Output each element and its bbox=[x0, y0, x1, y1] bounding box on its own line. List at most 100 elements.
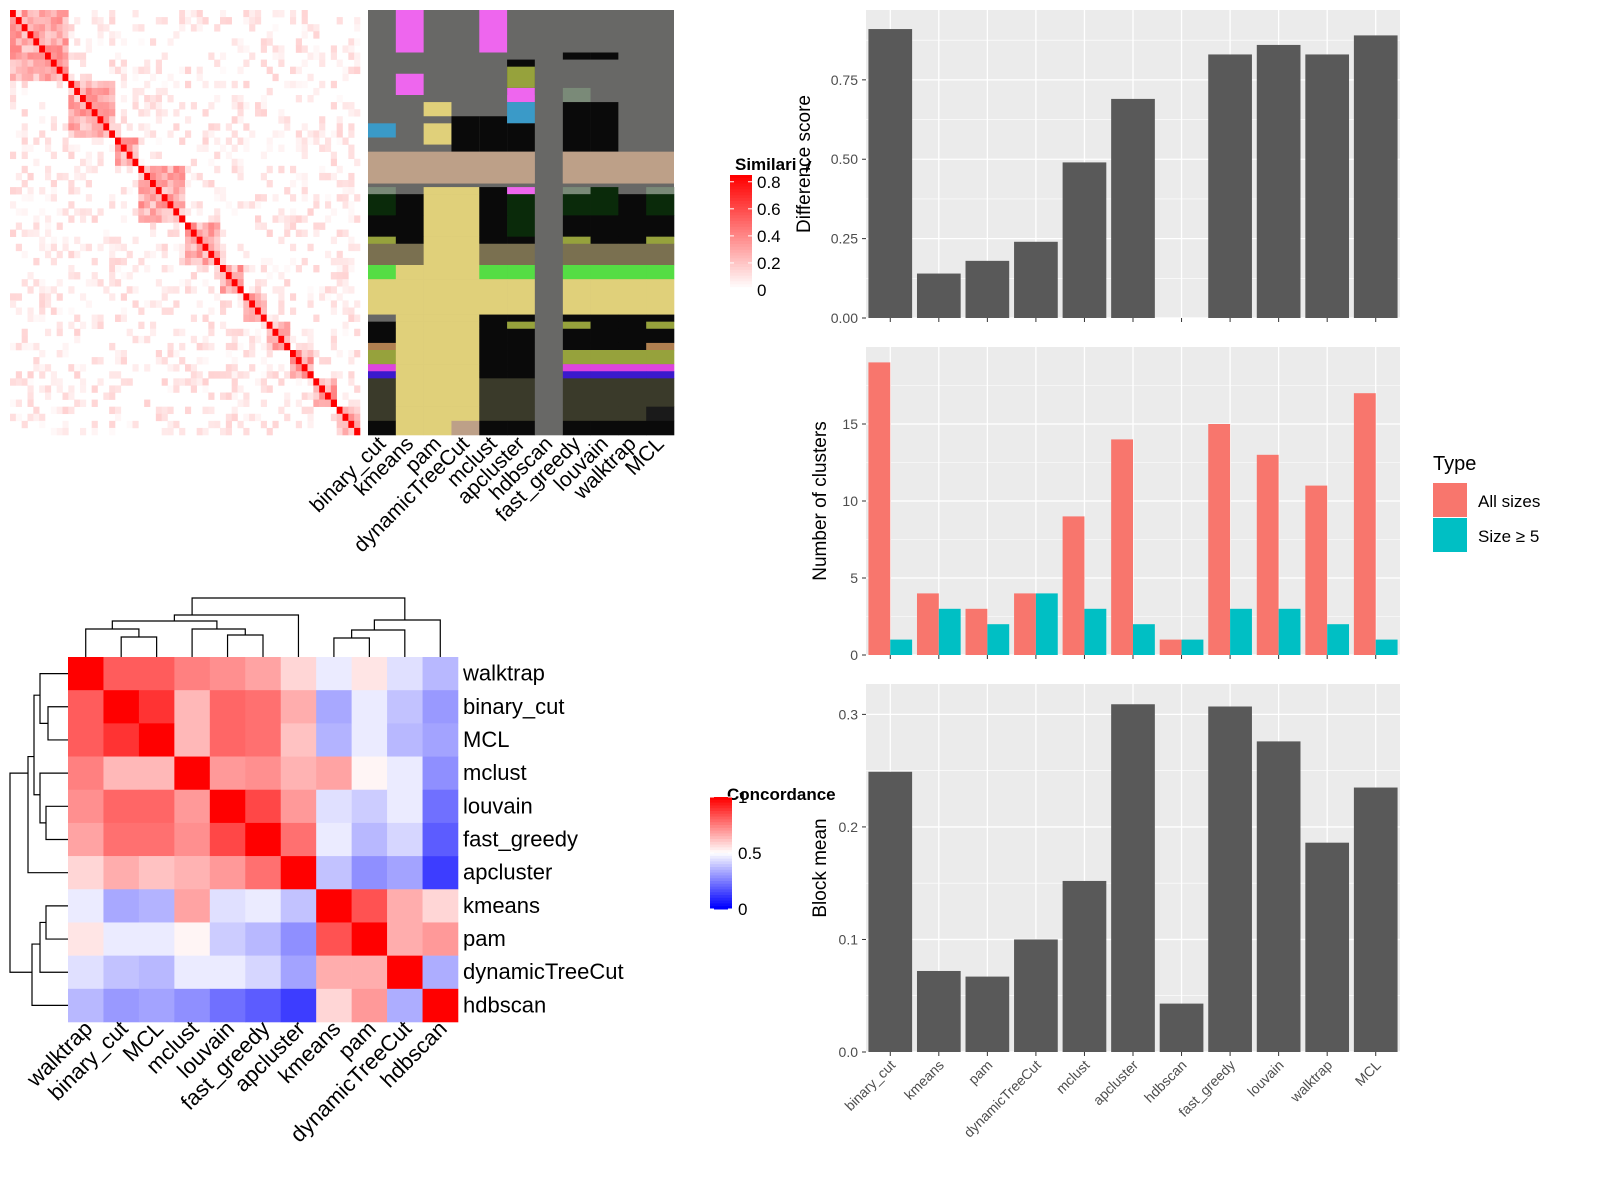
similarity-cell bbox=[354, 158, 361, 167]
similarity-cell bbox=[74, 144, 81, 152]
concordance-legend-swatch bbox=[710, 895, 732, 899]
similarity-cell bbox=[91, 87, 98, 96]
similarity-cell bbox=[138, 201, 145, 209]
similarity-cell bbox=[325, 250, 332, 259]
similarity-cell bbox=[301, 59, 308, 67]
similarity-cell bbox=[231, 80, 238, 89]
similarity-cell bbox=[202, 357, 209, 365]
membership-cell bbox=[368, 364, 397, 372]
concordance-cell bbox=[174, 822, 211, 857]
similarity-cell bbox=[336, 180, 343, 188]
bar bbox=[916, 273, 961, 318]
y-tick-label: 0.2 bbox=[839, 819, 859, 835]
similarity-cell bbox=[196, 201, 203, 209]
similarity-cell bbox=[243, 250, 250, 259]
similarity-cell bbox=[237, 172, 244, 181]
similarity-cell bbox=[354, 385, 361, 393]
similarity-cell bbox=[39, 420, 46, 429]
similarity-legend-swatch bbox=[730, 218, 752, 222]
y-tick-label: 0.75 bbox=[831, 72, 858, 88]
bar bbox=[890, 639, 913, 655]
similarity-cell bbox=[173, 222, 180, 230]
similarity-cell bbox=[33, 406, 40, 415]
concordance-cell bbox=[316, 789, 352, 824]
similarity-cell bbox=[348, 144, 355, 152]
similarity-cell bbox=[313, 194, 320, 202]
similarity-cell bbox=[208, 180, 215, 188]
membership-cell bbox=[562, 420, 591, 436]
similarity-cell bbox=[301, 392, 308, 400]
similarity-cell bbox=[97, 80, 104, 89]
similarity-legend-swatch bbox=[730, 200, 752, 205]
membership-cell bbox=[368, 279, 397, 315]
similarity-cell bbox=[348, 208, 355, 216]
membership-cell bbox=[395, 314, 424, 322]
similarity-cell bbox=[336, 95, 343, 103]
similarity-cell bbox=[325, 392, 332, 400]
membership-cell bbox=[590, 187, 619, 195]
similarity-cell bbox=[202, 314, 209, 322]
membership-cell bbox=[590, 342, 619, 351]
similarity-cell bbox=[295, 66, 302, 75]
similarity-cell bbox=[74, 116, 81, 124]
similarity-cell bbox=[103, 80, 110, 89]
similarity-cell bbox=[115, 265, 122, 273]
membership-cell bbox=[590, 406, 619, 422]
similarity-cell bbox=[278, 378, 285, 386]
similarity-cell bbox=[120, 243, 127, 252]
similarity-cell bbox=[109, 272, 116, 280]
concordance-cell bbox=[174, 955, 211, 990]
concordance-cell bbox=[103, 856, 140, 890]
similarity-cell bbox=[278, 342, 285, 351]
similarity-cell bbox=[15, 413, 22, 422]
concordance-legend-swatch bbox=[710, 797, 732, 801]
similarity-cell bbox=[196, 208, 203, 216]
similarity-cell bbox=[161, 80, 168, 89]
x-tick-label: apcluster bbox=[1090, 1057, 1142, 1109]
similarity-cell bbox=[214, 293, 221, 301]
similarity-cell bbox=[15, 45, 22, 53]
similarity-cell bbox=[15, 399, 22, 407]
similarity-cell bbox=[62, 31, 69, 39]
similarity-cell bbox=[33, 222, 40, 230]
concordance-cell bbox=[174, 756, 211, 791]
membership-cell bbox=[507, 187, 536, 195]
concordance-legend-swatch bbox=[710, 827, 732, 832]
similarity-cell bbox=[342, 420, 349, 429]
similarity-cell bbox=[301, 137, 308, 145]
similarity-cell bbox=[33, 137, 40, 145]
similarity-cell bbox=[307, 342, 314, 351]
similarity-cell bbox=[237, 102, 244, 110]
membership-cell bbox=[423, 243, 452, 266]
similarity-cell bbox=[155, 215, 162, 223]
similarity-cell bbox=[74, 165, 81, 174]
similarity-cell bbox=[295, 399, 302, 407]
similarity-cell bbox=[313, 222, 320, 230]
similarity-cell bbox=[220, 250, 227, 259]
similarity-cell bbox=[342, 279, 349, 287]
similarity-cell bbox=[155, 413, 162, 422]
bar bbox=[1062, 162, 1107, 318]
similarity-cell bbox=[56, 10, 63, 18]
concordance-cell bbox=[209, 756, 246, 791]
similarity-cell bbox=[290, 17, 297, 25]
concordance-legend-swatch bbox=[710, 808, 732, 812]
similarity-cell bbox=[167, 342, 174, 351]
similarity-cell bbox=[196, 236, 203, 245]
similarity-cell bbox=[179, 257, 186, 266]
concordance-legend-swatch bbox=[710, 858, 732, 862]
similarity-cell bbox=[68, 130, 75, 138]
concordance-cell bbox=[316, 657, 352, 691]
similarity-cell bbox=[336, 137, 343, 145]
similarity-cell bbox=[278, 293, 285, 301]
similarity-legend-swatch bbox=[730, 209, 752, 213]
similarity-cell bbox=[278, 406, 285, 415]
similarity-cell bbox=[290, 66, 297, 75]
membership-cell bbox=[451, 350, 480, 365]
concordance-legend-swatch bbox=[710, 822, 732, 826]
similarity-cell bbox=[272, 215, 279, 223]
similarity-cell bbox=[190, 257, 197, 266]
similarity-cell bbox=[103, 95, 110, 103]
similarity-legend-swatch bbox=[730, 284, 752, 288]
concordance-cell bbox=[351, 690, 388, 724]
